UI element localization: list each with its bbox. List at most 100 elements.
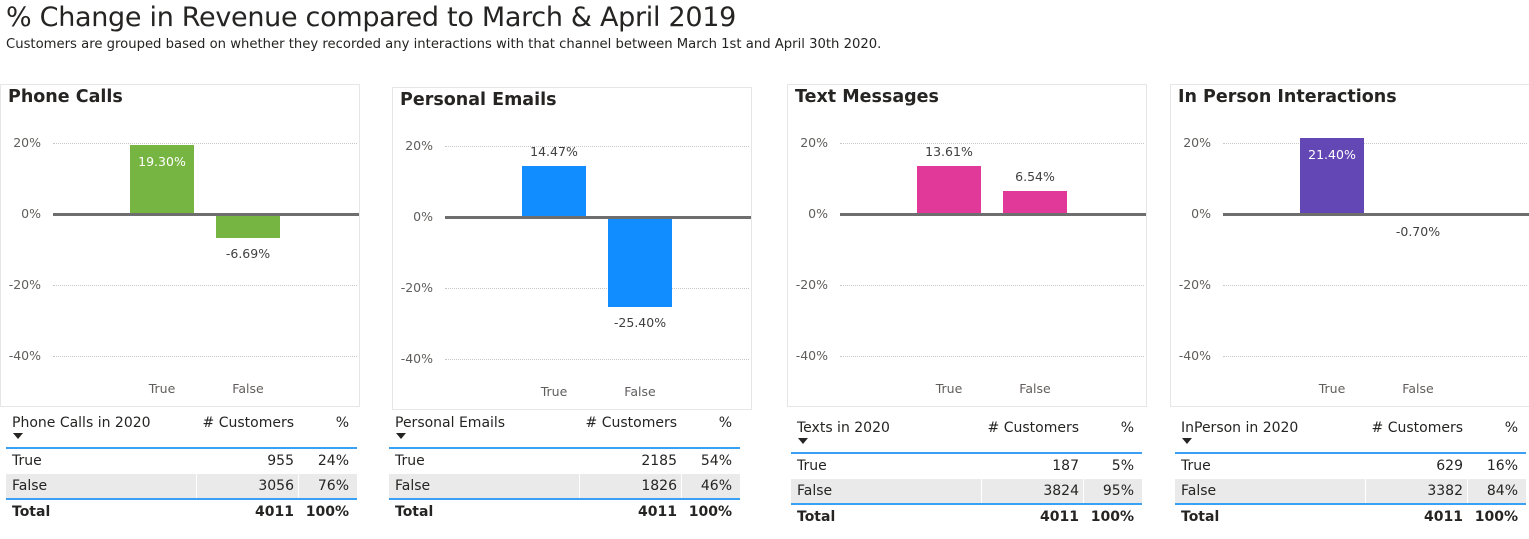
table-row: False 3382 84% [1175,479,1526,505]
data-label: 6.54% [1015,168,1055,184]
in-person-table: InPerson in 2020 # Customers% True 629 16% Fa… [1175,416,1526,530]
total-cell: 100% [1474,509,1518,525]
x-tick-label: True [1318,381,1346,396]
total-cell: Total [395,504,434,520]
bar-true[interactable] [917,165,981,214]
table-cell: False [797,483,833,499]
y-tick-label: -40% [400,351,433,366]
column-divider [579,474,580,498]
column-divider [196,474,197,498]
y-tick-label: -20% [400,280,433,295]
data-label: 13.61% [925,143,973,159]
column-header[interactable]: % [1120,420,1134,436]
data-label: -25.40% [613,315,667,331]
table-cell: 3824 [1043,483,1079,499]
y-tick-label: 20% [405,138,433,153]
x-tick-label: False [1402,381,1434,396]
table-cell: 5% [1111,458,1134,474]
y-tick-label: 0% [808,206,828,221]
page-title: % Change in Revenue compared to March & … [6,2,736,33]
data-label: -6.69% [225,245,271,261]
column-divider [196,449,197,473]
table-row: False 3824 95% [791,479,1142,505]
column-divider [1083,454,1084,478]
bar-true[interactable] [1300,138,1364,214]
phone-calls-chart[interactable]: Phone Calls 20% 0% -20% -40% 19.30% True -6.69%… [0,84,360,407]
column-header[interactable]: # Customers [987,420,1079,436]
column-divider [1467,454,1468,478]
y-tick-label: -20% [795,277,828,292]
total-cell: 100% [688,504,732,520]
column-header[interactable]: Phone Calls in 2020 [12,415,151,431]
sort-descending-icon[interactable] [13,433,23,439]
column-divider [1365,454,1366,478]
gridline [1223,285,1527,286]
y-tick-label: 20% [13,135,41,150]
data-label: -0.70% [1395,224,1441,240]
total-cell: Total [797,509,836,525]
column-divider [298,449,299,473]
chart-title: Phone Calls [8,87,123,107]
data-label: 21.40% [1308,147,1356,163]
y-tick-label: 20% [1183,135,1211,150]
column-divider [1467,479,1468,503]
phone-calls-table: Phone Calls in 2020 # Customers% True 955 24… [6,411,357,525]
table-cell: True [1181,458,1211,474]
sort-descending-icon[interactable] [798,438,808,444]
column-header[interactable]: # Customers [202,415,294,431]
x-tick-label: False [624,384,656,399]
text-messages-table: Texts in 2020 # Customers% True 187 5% False 3… [791,416,1142,530]
column-divider [681,474,682,498]
gridline [445,146,749,147]
column-divider [981,454,982,478]
column-divider [1365,479,1366,503]
column-header[interactable]: % [718,415,732,431]
total-cell: 4011 [1040,509,1079,525]
column-divider [681,449,682,473]
table-cell: 54% [700,453,732,469]
column-header[interactable]: InPerson in 2020 [1181,420,1299,436]
bar-true[interactable] [522,165,586,217]
y-tick-label: 0% [413,209,433,224]
x-tick-label: True [540,384,568,399]
table-cell: 16% [1486,458,1518,474]
gridline [53,143,357,144]
personal-emails-table: Personal Emails # Customers% True 2185 54% Fa… [389,411,740,525]
data-label: 19.30% [138,154,186,170]
column-header[interactable]: Texts in 2020 [797,420,890,436]
table-cell: 3056 [258,478,294,494]
table-cell: False [12,478,48,494]
in-person-chart[interactable]: In Person Interactions 20% 0% -20% -40% 21.40… [1170,84,1529,407]
column-header[interactable]: # Customers [585,415,677,431]
total-cell: Total [1181,509,1220,525]
chart-title: Personal Emails [400,90,557,110]
personal-emails-chart[interactable]: Personal Emails 20% 0% -20% -40% 14.47% True -2… [392,87,752,410]
column-header[interactable]: % [335,415,349,431]
data-label: 14.47% [530,143,578,159]
y-tick-label: -40% [1178,348,1211,363]
table-cell: 955 [267,453,294,469]
text-messages-chart[interactable]: Text Messages 20% 0% -20% -40% 13.61% True 6.54… [787,84,1147,407]
x-tick-label: True [935,381,963,396]
bar-false[interactable] [1003,190,1067,214]
bar-false[interactable] [608,217,672,308]
total-cell: 100% [1090,509,1134,525]
table-cell: 2185 [641,453,677,469]
table-cell: 46% [700,478,732,494]
table-cell: 84% [1486,483,1518,499]
bar-false[interactable] [216,214,280,238]
table-row: True 955 24% [6,449,357,474]
table-cell: 1826 [641,478,677,494]
table-cell: True [12,453,42,469]
bar-true[interactable] [130,145,194,214]
column-header[interactable]: # Customers [1371,420,1463,436]
sort-descending-icon[interactable] [396,433,406,439]
table-header: Texts in 2020 # Customers% [791,416,1142,454]
sort-descending-icon[interactable] [1182,438,1192,444]
table-cell: 95% [1102,483,1134,499]
table-cell: 24% [317,453,349,469]
column-header[interactable]: % [1504,420,1518,436]
zero-axis-line [840,213,1146,216]
y-tick-label: -20% [1178,277,1211,292]
column-header[interactable]: Personal Emails [395,415,506,431]
